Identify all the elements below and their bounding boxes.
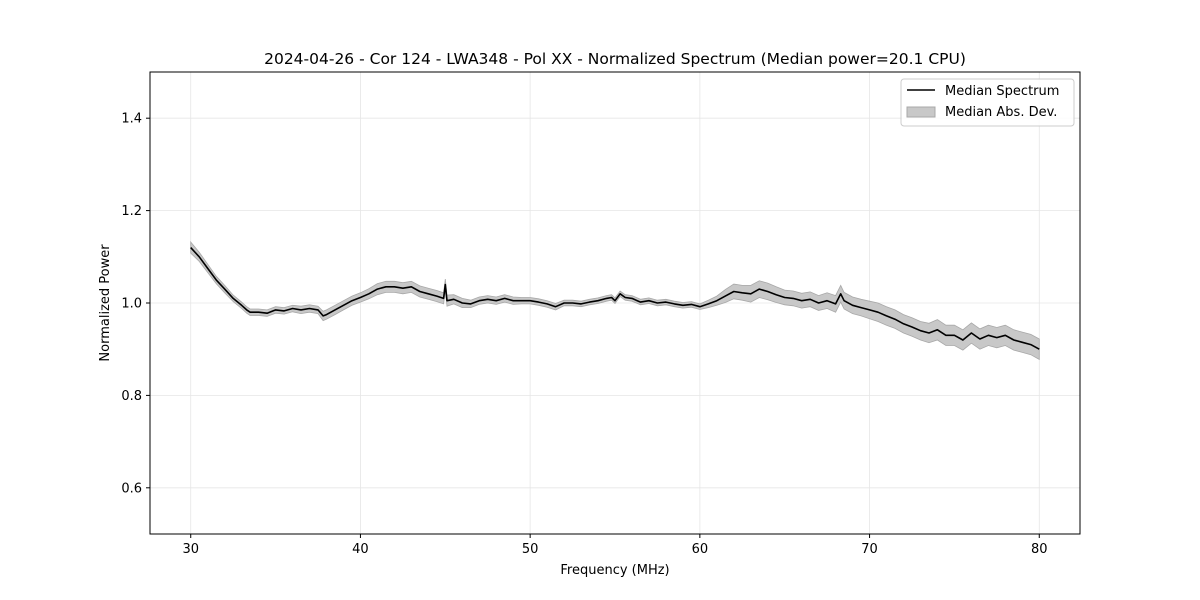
legend-box — [900, 78, 1075, 127]
chart-title: 2024-04-26 - Cor 124 - LWA348 - Pol XX -… — [264, 50, 966, 68]
legend-label-median-spectrum: Median Spectrum — [945, 84, 1059, 99]
x-tick-label: 30 — [182, 542, 199, 557]
x-axis-ticks: 30 40 50 60 70 80 — [182, 534, 1048, 557]
legend-label-mad: Median Abs. Dev. — [945, 105, 1057, 120]
x-axis-label: Frequency (MHz) — [560, 563, 669, 578]
median-line-layer — [190, 247, 1040, 350]
x-tick-label: 40 — [352, 542, 369, 557]
y-tick-label: 1.2 — [121, 204, 142, 219]
y-tick-label: 0.6 — [121, 481, 142, 496]
y-axis-label: Normalized Power — [98, 244, 113, 362]
x-tick-label: 50 — [522, 542, 539, 557]
y-tick-label: 1.0 — [121, 297, 142, 312]
y-tick-label: 0.8 — [121, 389, 142, 404]
legend: Median Spectrum Median Abs. Dev. — [900, 78, 1075, 127]
x-tick-label: 60 — [692, 542, 709, 557]
median-spectrum-line — [190, 247, 1040, 350]
legend-band-swatch — [906, 106, 936, 118]
x-tick-label: 70 — [861, 542, 878, 557]
x-tick-label: 80 — [1031, 542, 1048, 557]
y-tick-label: 1.4 — [121, 112, 142, 127]
y-axis-ticks: 0.6 0.8 1.0 1.2 1.4 — [121, 112, 150, 496]
